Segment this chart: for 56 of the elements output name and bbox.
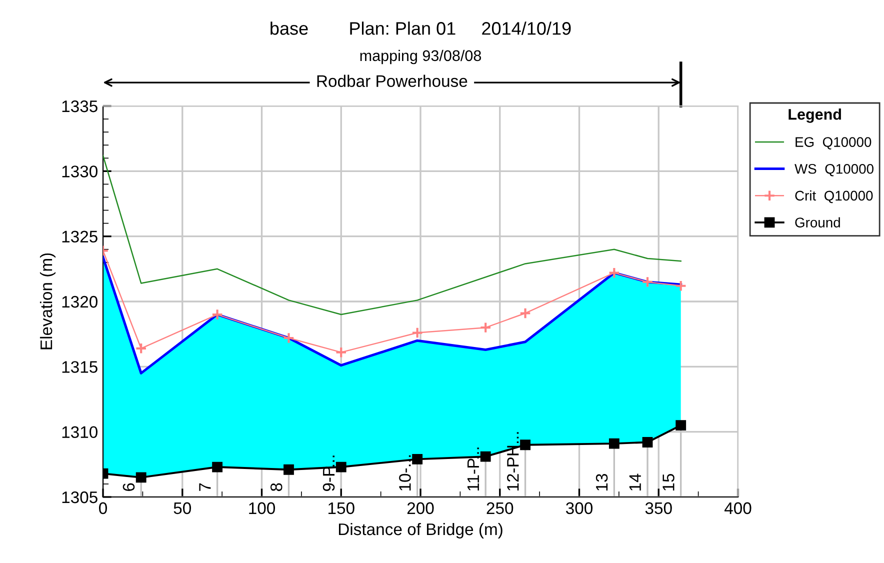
point bbox=[136, 472, 146, 483]
point bbox=[674, 280, 687, 292]
annotation: 15 bbox=[662, 474, 674, 491]
point bbox=[608, 438, 620, 449]
annotation: 12-PH... bbox=[507, 432, 519, 491]
legend-label: EG Q10000 bbox=[796, 137, 872, 150]
y-tick-label: 1310 bbox=[62, 426, 98, 438]
point bbox=[412, 454, 423, 464]
y-tick-label: 1330 bbox=[62, 166, 98, 178]
point bbox=[135, 342, 148, 354]
annotation: 10-... bbox=[399, 455, 411, 491]
legend-label: Crit Q10000 bbox=[795, 190, 873, 204]
y-tick-label: 1320 bbox=[62, 296, 98, 308]
y-tick-label: 1315 bbox=[62, 361, 98, 373]
y-tick-label: 1335 bbox=[62, 100, 98, 112]
y-axis-title: Elevation (m) bbox=[40, 253, 56, 350]
point bbox=[676, 420, 686, 431]
annotation: 8 bbox=[270, 483, 282, 492]
x-tick-label: 350 bbox=[645, 502, 672, 514]
point bbox=[480, 322, 492, 334]
point bbox=[284, 464, 294, 475]
point bbox=[411, 326, 424, 339]
point bbox=[608, 266, 620, 279]
annotation: 7 bbox=[199, 483, 211, 491]
line-series bbox=[103, 154, 682, 316]
point bbox=[519, 307, 532, 320]
x-tick-label: 100 bbox=[249, 502, 276, 514]
y-tick-label: 1305 bbox=[62, 491, 98, 504]
annotation: 13 bbox=[596, 474, 608, 491]
point bbox=[642, 437, 653, 448]
x-tick-label: 50 bbox=[174, 502, 191, 514]
point bbox=[282, 332, 295, 344]
chart-title: base Plan: Plan 01 2014/10/19 bbox=[270, 22, 571, 35]
text: Rodbar Powerhouse bbox=[317, 74, 468, 88]
x-tick-label: 300 bbox=[566, 502, 593, 514]
point bbox=[211, 308, 224, 320]
y-tick-label: 1325 bbox=[62, 230, 98, 243]
x-tick-label: 200 bbox=[407, 502, 434, 514]
point bbox=[642, 276, 654, 288]
legend-title: Legend bbox=[788, 108, 841, 123]
x-axis-title: Distance of Bridge (m) bbox=[338, 522, 502, 538]
chart-subtitle: mapping 93/08/08 bbox=[360, 50, 481, 64]
legend-label: Ground bbox=[795, 217, 840, 228]
annotation: 6 bbox=[122, 483, 135, 491]
point bbox=[336, 462, 346, 472]
x-tick-label: 0 bbox=[99, 502, 107, 514]
annotation: 14 bbox=[629, 474, 641, 491]
annotation: 11-P... bbox=[467, 448, 479, 491]
x-tick-label: 400 bbox=[724, 502, 752, 514]
x-tick-label: 150 bbox=[328, 502, 354, 514]
point bbox=[335, 346, 348, 358]
point bbox=[520, 440, 530, 450]
point bbox=[212, 462, 223, 472]
point bbox=[480, 451, 491, 462]
legend-label: WS Q10000 bbox=[794, 164, 874, 176]
x-tick-label: 250 bbox=[486, 502, 514, 514]
